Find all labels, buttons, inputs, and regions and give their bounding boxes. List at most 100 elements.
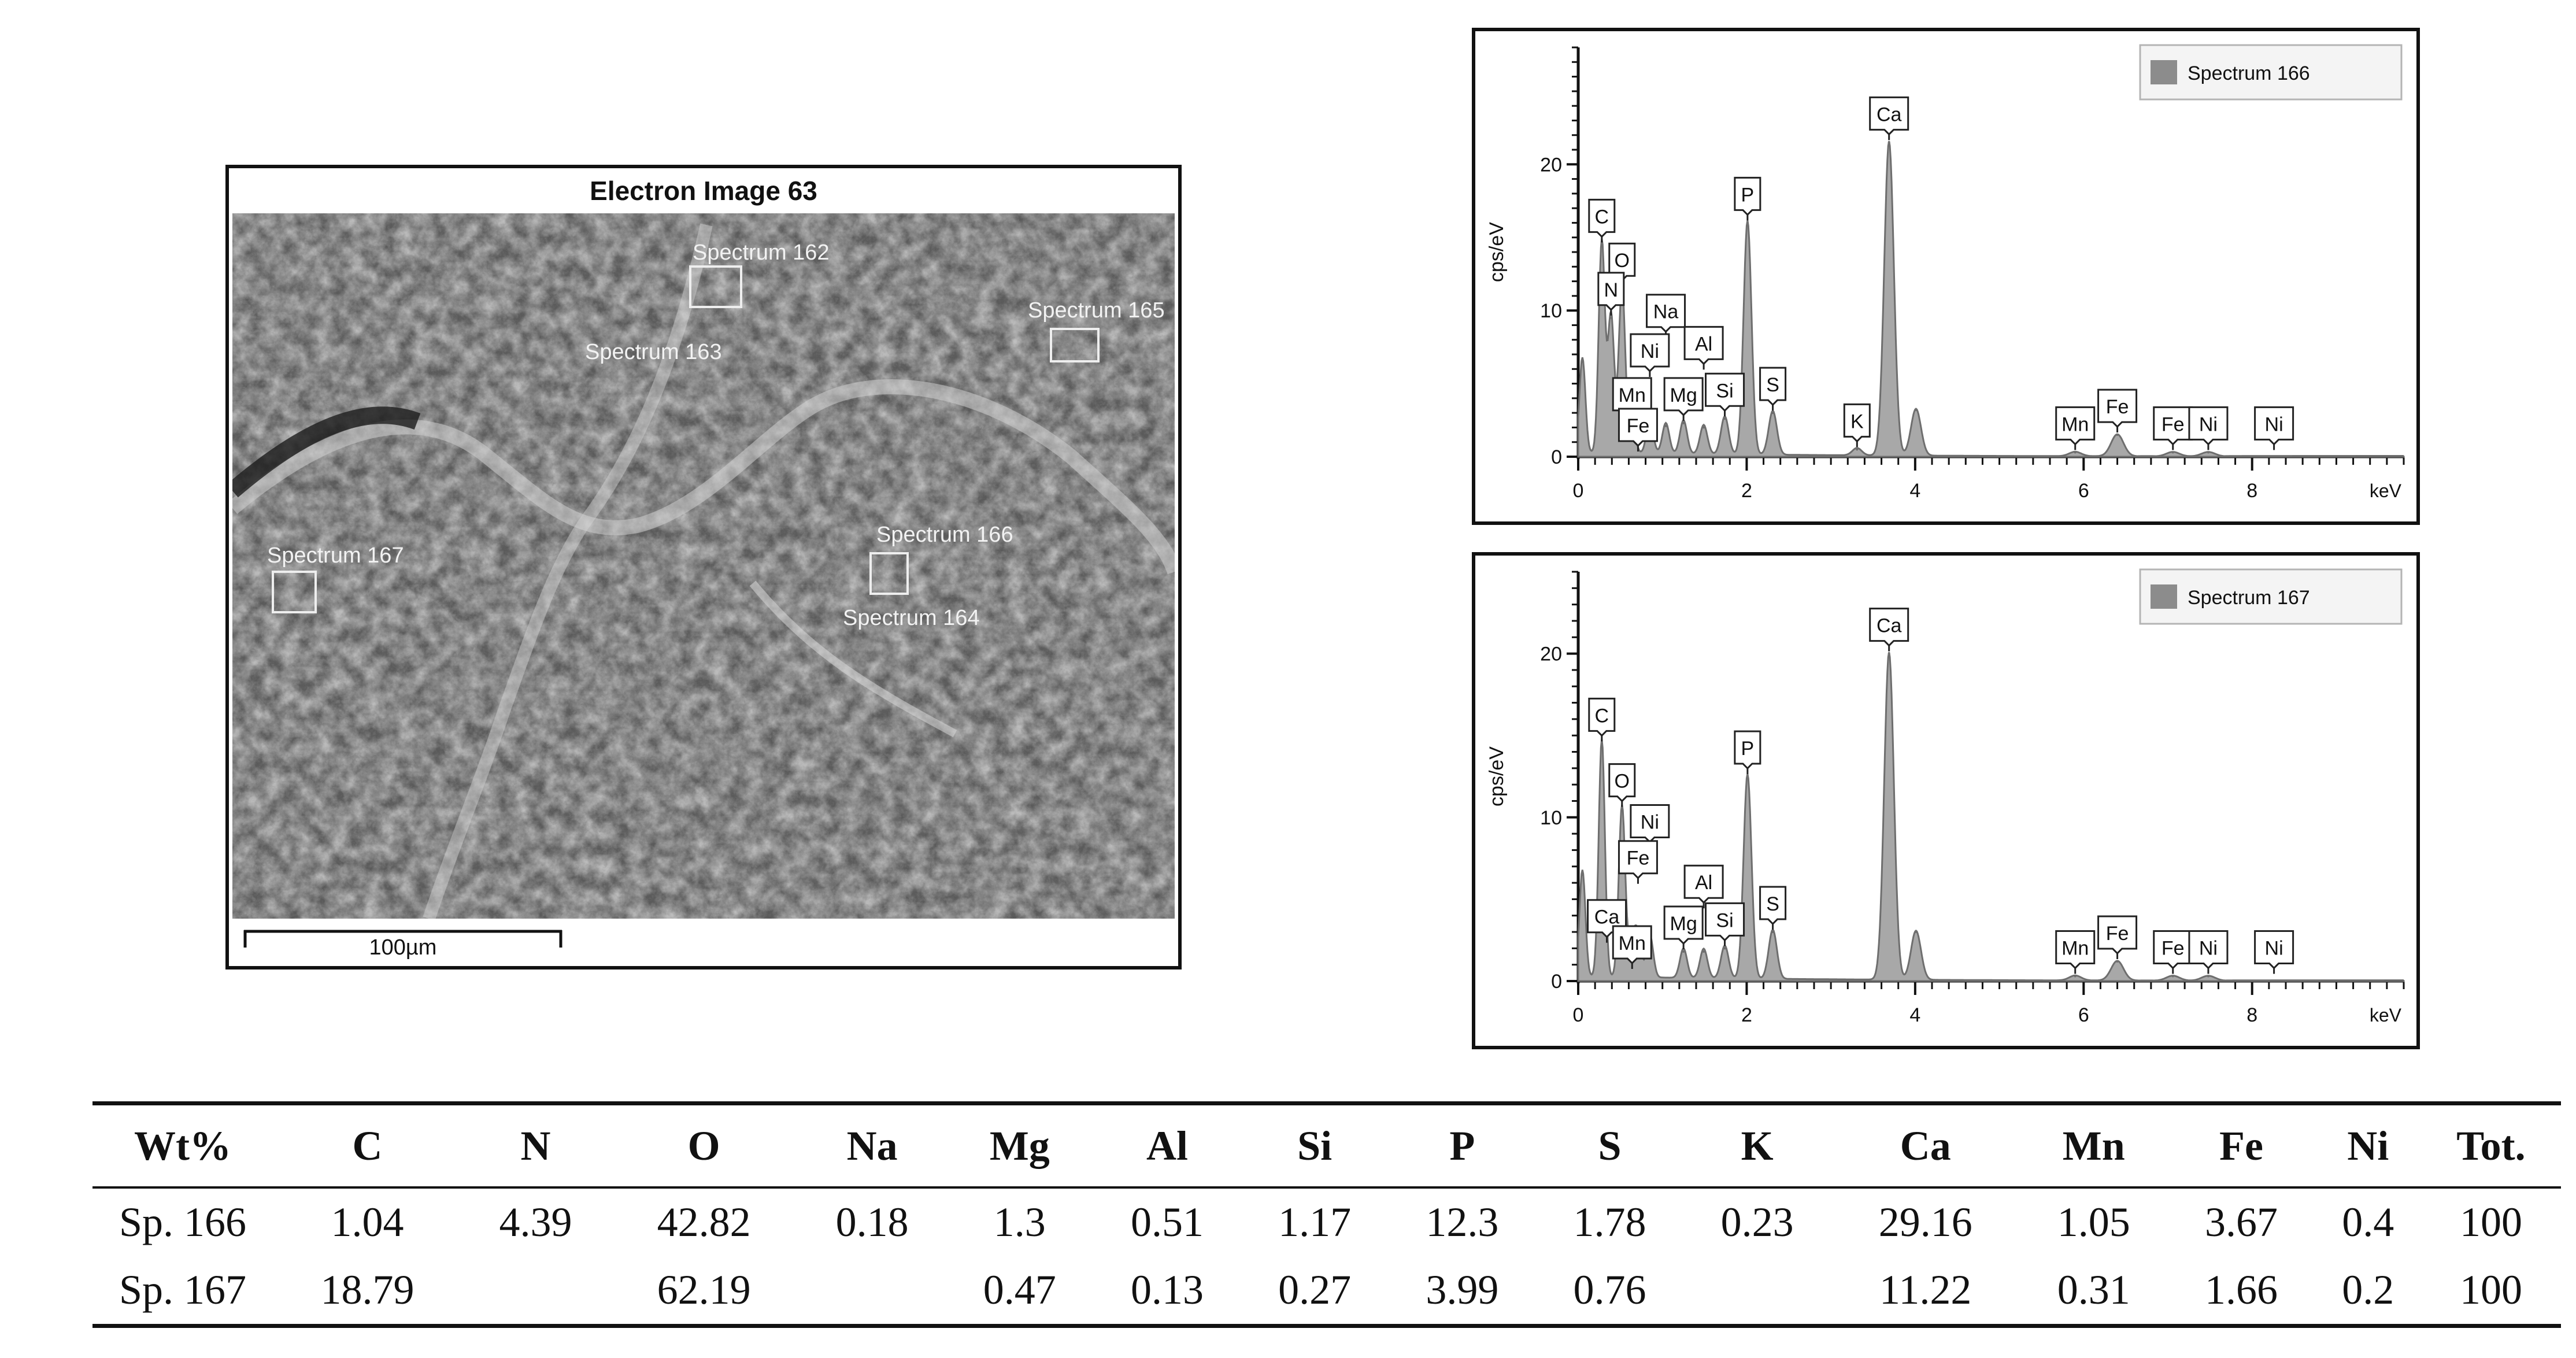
spectrum-label: Spectrum 166 xyxy=(876,523,1013,547)
eds-spectrum-166-panel: cps/eV 0 10 20 0 2 4 6 8 keV C O N Na Ni Al Mn Mg Si Fe P S K C… xyxy=(1472,28,2420,525)
element-label-text: Ni xyxy=(2265,413,2283,435)
element-label-text: Ni xyxy=(2199,413,2218,435)
legend: Spectrum 166 xyxy=(2139,44,2403,101)
element-label: Mg xyxy=(1663,905,1704,950)
spectrum-165-box xyxy=(1050,328,1100,362)
legend-label: Spectrum 167 xyxy=(2188,587,2310,609)
scale-bar-label: 100µm xyxy=(369,935,437,960)
element-label: Na xyxy=(1646,294,1686,338)
spectrum-166-box xyxy=(869,552,909,595)
table-cell xyxy=(462,1256,609,1326)
column-header: N xyxy=(520,1122,551,1169)
table-cell: 1.66 xyxy=(2204,1267,2278,1313)
element-label-text: Ni xyxy=(1641,811,1659,833)
column-header: Mg xyxy=(989,1122,1050,1169)
table-cell: 0.4 xyxy=(2342,1199,2394,1245)
column-header: Mn xyxy=(2062,1122,2125,1169)
column-header: Fe xyxy=(2219,1122,2263,1169)
y-tick-label: 10 xyxy=(1540,300,1562,322)
table-cell: 1.17 xyxy=(1278,1199,1352,1245)
element-label: Fe xyxy=(2153,930,2193,974)
y-tick-label: 0 xyxy=(1551,446,1562,468)
element-label: Ni xyxy=(1630,333,1670,377)
eds-spectrum-166-chart: cps/eV 0 10 20 0 2 4 6 8 keV CON Na Ni Al Mn Mg Si Fe P S K C… xyxy=(1486,44,2405,502)
element-label-text: Si xyxy=(1716,380,1733,402)
legend: Spectrum 167 xyxy=(2139,568,2403,625)
table-cell: 0.31 xyxy=(2057,1267,2130,1313)
element-label-text: Si xyxy=(1716,909,1733,931)
element-label: Fe xyxy=(1618,840,1658,884)
table-cell: 1.78 xyxy=(1573,1199,1646,1245)
table-cell: 0.23 xyxy=(1720,1199,1794,1245)
element-label-text: Al xyxy=(1695,872,1712,894)
element-label-text: S xyxy=(1766,893,1779,915)
element-label-text: P xyxy=(1741,184,1755,206)
spectrum-label: Spectrum 162 xyxy=(693,240,830,265)
spectrum-peak xyxy=(1856,448,1859,451)
y-tick-label: 0 xyxy=(1551,971,1562,993)
table-cell: 0.18 xyxy=(835,1199,909,1245)
spectrum-peak xyxy=(1682,421,1685,424)
element-label-text: N xyxy=(1604,279,1619,301)
element-label: Si xyxy=(1705,902,1745,946)
x-tick-label: 6 xyxy=(2078,480,2089,502)
table-row: Sp. 167 18.79 62.19 0.47 0.13 0.27 3.99 0.76 11.… xyxy=(92,1256,2561,1326)
element-label: Mg xyxy=(1663,377,1704,421)
table-cell: 62.19 xyxy=(657,1267,751,1313)
spectrum-167-box xyxy=(272,571,317,613)
spectrum-peak xyxy=(2074,451,2077,454)
table-body: Sp. 166 1.04 4.39 42.82 0.18 1.3 0.51 1.17 12.3 1… xyxy=(92,1187,2561,1326)
element-label: Al xyxy=(1683,864,1724,909)
element-label: Mn xyxy=(2055,930,2096,974)
spectrum-label: Spectrum 163 xyxy=(585,340,722,364)
element-label: Mn xyxy=(2055,406,2096,450)
table-cell: 29.16 xyxy=(1878,1199,1972,1245)
element-label-text: Ni xyxy=(1641,341,1659,362)
element-label-text: Fe xyxy=(2106,923,2129,945)
eds-spectrum-167-panel: cps/eV 0 10 20 0 2 4 6 8 keV C O Ni Fe Al Ca Mn Mg Si P S Ca M… xyxy=(1472,552,2420,1049)
table-cell: 1.04 xyxy=(331,1199,404,1245)
x-tick-label: 0 xyxy=(1573,480,1584,502)
table-cell: 11.22 xyxy=(1879,1267,1972,1313)
element-label-text: O xyxy=(1615,250,1630,272)
element-label: S xyxy=(1759,886,1787,930)
spectrum-peak xyxy=(1771,412,1774,415)
element-label: Ni xyxy=(2254,930,2294,974)
element-label: Fe xyxy=(1618,408,1658,452)
column-header: S xyxy=(1598,1122,1622,1169)
spectrum-peak xyxy=(1620,808,1623,811)
spectrum-peak xyxy=(1664,424,1667,427)
x-tick-label: 8 xyxy=(2246,480,2257,502)
element-label: Ni xyxy=(1630,804,1670,848)
y-tick-label: 20 xyxy=(1540,154,1562,176)
spectrum-peak xyxy=(2171,975,2174,978)
spectrum-peak xyxy=(1915,409,1918,412)
spectrum-peak xyxy=(1702,950,1705,953)
table-cell: 4.39 xyxy=(499,1199,572,1245)
element-label-text: Ni xyxy=(2199,938,2218,960)
element-label-text: C xyxy=(1595,705,1609,727)
y-tick-label: 10 xyxy=(1540,807,1562,829)
spectrum-peak xyxy=(1723,947,1726,950)
element-label-text: Fe xyxy=(1627,415,1650,437)
element-label-text: Mn xyxy=(1619,933,1646,954)
spectrum-curve xyxy=(1577,140,2405,458)
table-cell: 12.3 xyxy=(1426,1199,1499,1245)
element-label-text: K xyxy=(1850,410,1864,432)
element-label-text: Fe xyxy=(2106,396,2129,418)
spectrum-label: Spectrum 165 xyxy=(1028,298,1165,323)
element-label: Fe xyxy=(2097,915,2138,960)
element-label: Ca xyxy=(1869,608,1909,652)
element-label: P xyxy=(1734,730,1761,774)
element-label-text: Fe xyxy=(2162,938,2185,960)
spectrum-peak xyxy=(1581,360,1584,363)
table-cell: 0.76 xyxy=(1573,1267,1646,1313)
table-cell: 0.2 xyxy=(2342,1267,2394,1313)
element-label-text: O xyxy=(1615,771,1630,793)
element-label: Ni xyxy=(2188,406,2229,450)
spectrum-peak xyxy=(1581,873,1584,876)
column-header: P xyxy=(1449,1122,1475,1169)
element-label: Mn xyxy=(1612,925,1652,970)
row-label: Sp. 166 xyxy=(119,1199,247,1245)
composition-table-wrap: Wt% C N O Na Mg Al Si P S K Ca Mn Fe Ni Tot. Sp. 166 1.0… xyxy=(92,1101,2561,1328)
